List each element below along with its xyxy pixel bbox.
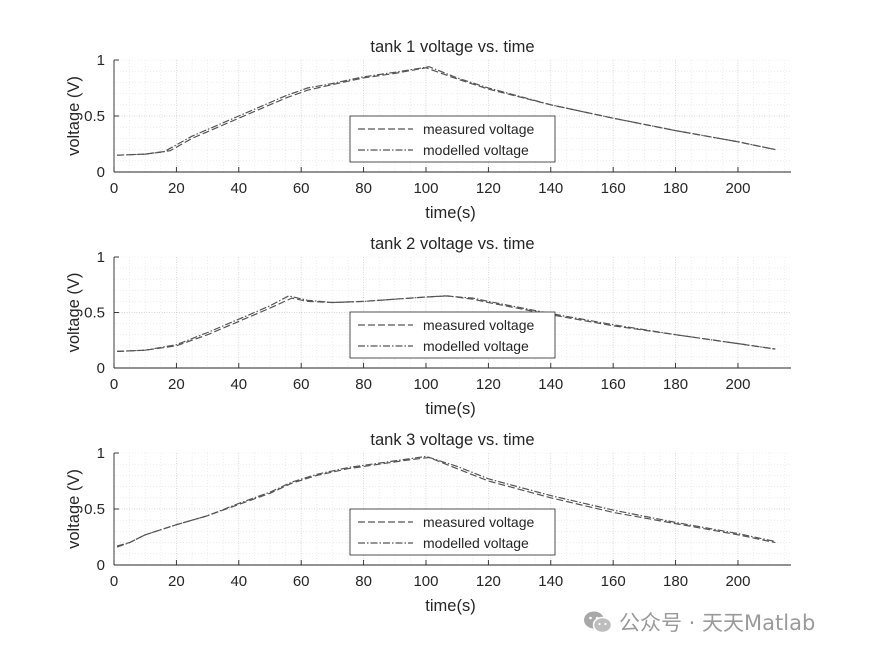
- x-tick-label: 140: [538, 573, 563, 590]
- measured-voltage-line: [117, 295, 776, 352]
- x-tick-label: 100: [413, 573, 438, 590]
- y-tick-label: 0: [97, 164, 105, 181]
- x-tick-label: 0: [110, 376, 118, 393]
- x-tick-label: 60: [293, 180, 310, 197]
- legend-label: modelled voltage: [423, 142, 529, 158]
- x-tick-label: 180: [663, 376, 688, 393]
- x-axis-label: time(s): [425, 204, 475, 222]
- x-tick-label: 120: [476, 573, 501, 590]
- y-tick-label: 1: [97, 249, 105, 266]
- x-tick-label: 160: [601, 180, 626, 197]
- x-tick-label: 60: [293, 573, 310, 590]
- legend-box: [349, 508, 556, 556]
- legend-label: measured voltage: [423, 121, 535, 137]
- x-tick-label: 120: [476, 376, 501, 393]
- x-tick-label: 100: [413, 180, 438, 197]
- subplot-tank-2: 0 20 40 60 80 100 120 140 160 180 200 0 0.5 1 tank 2 v…: [65, 235, 791, 418]
- subplot-tank-1: 0 20 40 60 80 100 120 140 160 180 200 0 0.5 1 tank 1 v…: [65, 38, 791, 222]
- x-tick-label: 20: [168, 376, 185, 393]
- legend: measured voltage modelled voltage: [349, 508, 556, 556]
- x-tick-label: 160: [601, 573, 626, 590]
- measured-voltage-line: [117, 67, 776, 156]
- x-tick-label: 0: [110, 180, 118, 197]
- x-tick-label: 200: [725, 376, 750, 393]
- y-tick-label: 0.5: [84, 501, 105, 518]
- y-axis-label: voltage (V): [65, 76, 83, 156]
- x-tick-label: 40: [230, 573, 247, 590]
- y-axis-label: voltage (V): [65, 273, 83, 353]
- x-tick-label: 200: [725, 180, 750, 197]
- x-tick-label: 0: [110, 573, 118, 590]
- legend: measured voltage modelled voltage: [349, 115, 556, 163]
- x-tick-label: 60: [293, 376, 310, 393]
- x-tick-label: 180: [663, 573, 688, 590]
- y-axis-label: voltage (V): [65, 469, 83, 549]
- chart-title: tank 2 voltage vs. time: [370, 235, 534, 253]
- y-tick-label: 0: [97, 360, 105, 377]
- x-tick-label: 80: [355, 573, 372, 590]
- watermark: 公众号 · 天天Matlab: [583, 606, 815, 638]
- chart-title: tank 3 voltage vs. time: [370, 431, 534, 449]
- x-tick-label: 20: [168, 180, 185, 197]
- x-tick-label: 200: [725, 573, 750, 590]
- x-tick-label: 100: [413, 376, 438, 393]
- x-tick-label: 40: [230, 376, 247, 393]
- y-tick-label: 0.5: [84, 108, 105, 125]
- modelled-voltage-line: [117, 66, 776, 156]
- modelled-voltage-line: [116, 455, 776, 548]
- x-tick-label: 40: [230, 180, 247, 197]
- y-tick-label: 1: [97, 445, 105, 462]
- legend: measured voltage modelled voltage: [349, 311, 556, 359]
- x-tick-label: 80: [355, 180, 372, 197]
- x-axis-label: time(s): [425, 400, 475, 418]
- watermark-text: 公众号 · 天天Matlab: [619, 611, 816, 635]
- x-tick-label: 180: [663, 180, 688, 197]
- y-tick-label: 0.5: [84, 305, 105, 322]
- x-axis-label: time(s): [425, 597, 475, 615]
- x-tick-label: 20: [168, 573, 185, 590]
- legend-label: measured voltage: [423, 514, 535, 530]
- legend-label: modelled voltage: [423, 338, 529, 354]
- legend-label: measured voltage: [423, 317, 535, 333]
- x-tick-label: 140: [538, 376, 563, 393]
- x-tick-label: 140: [538, 180, 563, 197]
- x-tick-label: 120: [476, 180, 501, 197]
- y-tick-label: 0: [97, 557, 105, 574]
- x-tick-label: 160: [601, 376, 626, 393]
- x-tick-label: 80: [355, 376, 372, 393]
- y-tick-label: 1: [97, 52, 105, 69]
- legend-label: modelled voltage: [423, 535, 529, 551]
- subplot-tank-3: 0 20 40 60 80 100 120 140 160 180 200 0 0.5 1 tank 3 v…: [65, 431, 791, 615]
- legend-box: [349, 311, 556, 359]
- chart-title: tank 1 voltage vs. time: [370, 38, 534, 56]
- legend-box: [349, 115, 556, 163]
- wechat-icon: [584, 611, 613, 634]
